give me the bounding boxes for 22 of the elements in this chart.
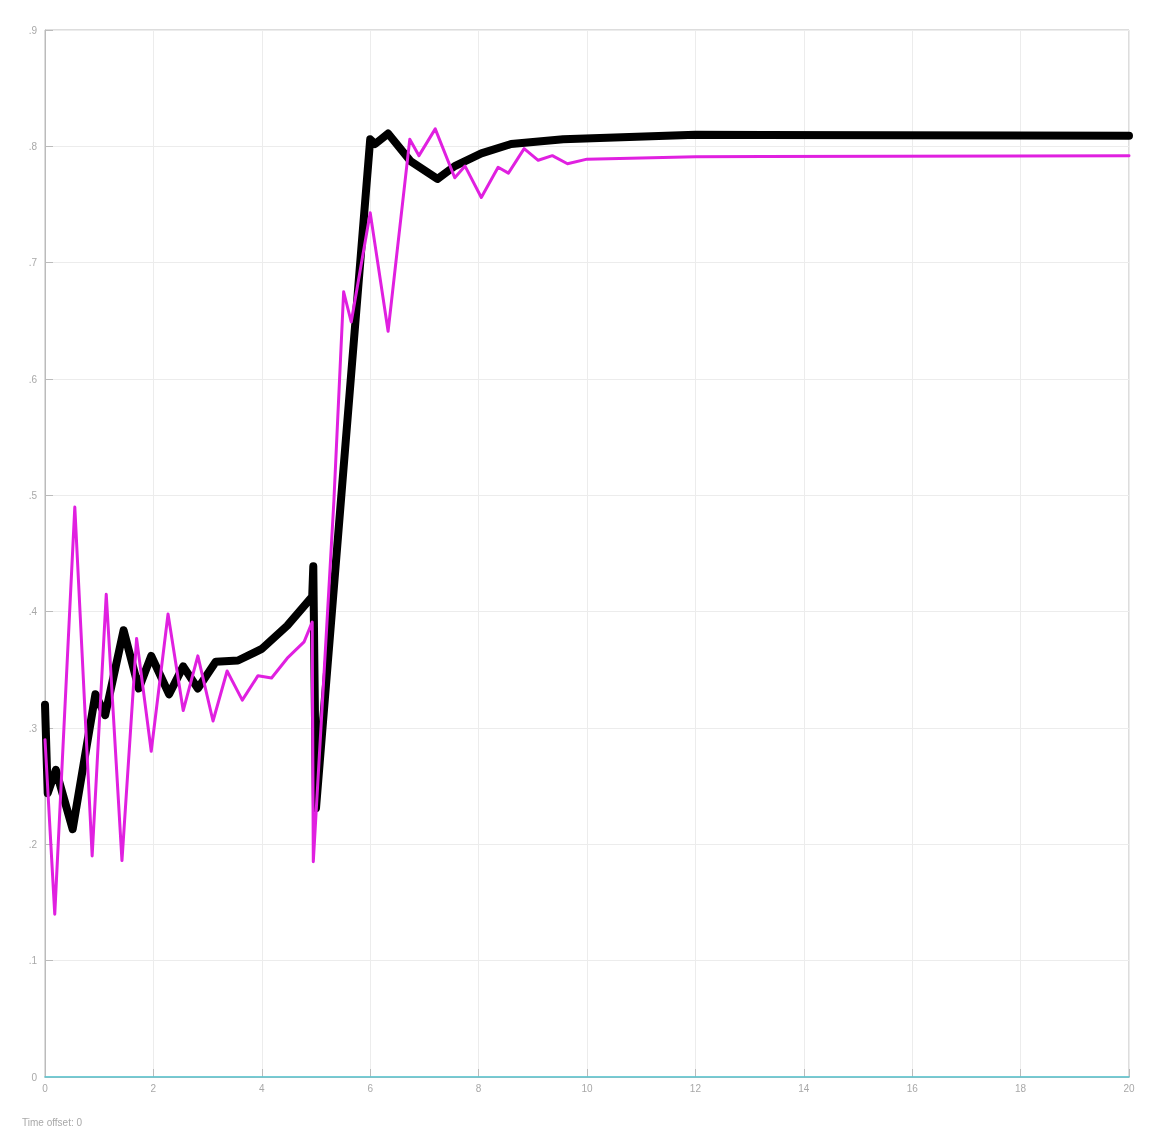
x-tick-label: 14 xyxy=(798,1082,810,1094)
x-tick-label: 6 xyxy=(367,1082,374,1094)
y-tick-label: 0 xyxy=(31,1071,38,1083)
y-tick-label: .5 xyxy=(28,489,38,501)
text: Time offset: 0 xyxy=(22,1116,83,1128)
y-tick-label: .8 xyxy=(28,140,38,152)
x-tick-label: 20 xyxy=(1123,1082,1135,1094)
y-tick-label: .4 xyxy=(28,606,38,618)
x-tick-label: 18 xyxy=(1015,1082,1027,1094)
y-tick-label: .9 xyxy=(28,24,38,36)
y-tick-label: .1 xyxy=(28,955,38,967)
x-tick-label: 16 xyxy=(906,1082,919,1094)
y-tick-label: .7 xyxy=(28,257,38,269)
x-tick-label: 12 xyxy=(689,1082,702,1094)
x-tick-label: 0 xyxy=(42,1082,49,1094)
y-tick-label: .6 xyxy=(28,373,38,385)
y-tick-label: .3 xyxy=(28,722,38,734)
x-tick-label: 4 xyxy=(259,1082,266,1094)
y-tick-label: .2 xyxy=(28,838,38,850)
x-tick-label: 8 xyxy=(475,1082,482,1094)
x-tick-label: 10 xyxy=(581,1082,593,1094)
x-tick-label: 2 xyxy=(150,1082,157,1094)
